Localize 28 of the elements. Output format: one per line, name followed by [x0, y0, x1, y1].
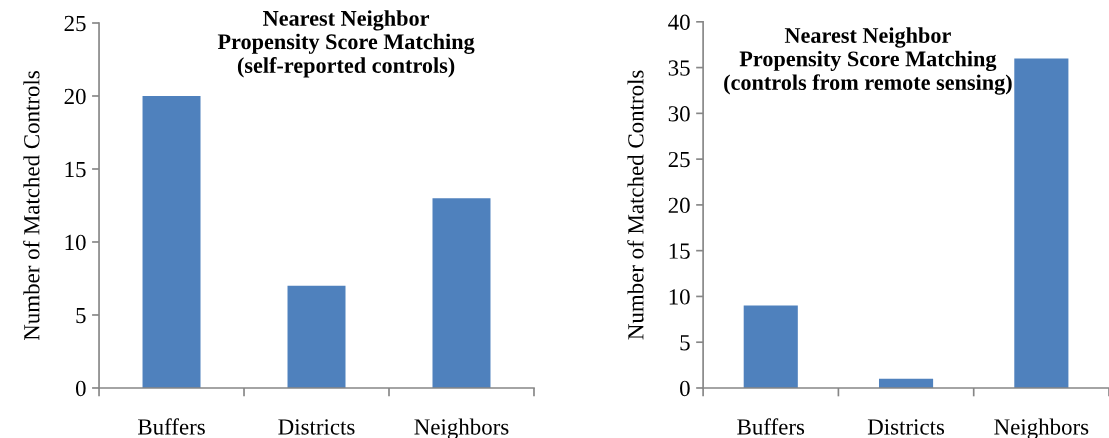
bar [1014, 58, 1069, 388]
text: Nearest Neighbor Propensity Score Matching (controls from remote sensing) [724, 27, 1012, 95]
y-tick-label: 20 [668, 197, 690, 214]
y-tick-label: 5 [680, 335, 690, 351]
y-tick-label: 5 [76, 307, 86, 324]
x-tick-label: Buffers [737, 418, 805, 435]
y-tick-label: 0 [680, 380, 690, 397]
y-tick-label: 40 [668, 14, 690, 30]
chart-title: Nearest Neighbor Propensity Score Matching (self-reported controls) [217, 10, 475, 78]
y-tick-label: 25 [64, 15, 86, 32]
bar [287, 285, 346, 388]
y-tick-label: 15 [669, 243, 690, 259]
y-tick-label: 35 [668, 60, 690, 76]
bar [142, 95, 201, 388]
y-axis-title: Number of Matched Controls [627, 70, 644, 340]
y-tick-label: 15 [65, 161, 86, 178]
bar [432, 198, 491, 388]
y-tick-label: 25 [668, 151, 690, 168]
x-tick-label: Districts [867, 419, 945, 435]
y-axis-title: Number of Matched Controls [23, 71, 40, 341]
y-tick-label: 10 [65, 234, 86, 251]
y-tick-label: 30 [668, 106, 690, 122]
y-tick-label: 20 [64, 88, 86, 105]
y-tick-label: 10 [669, 289, 690, 305]
x-tick-label: Buffers [138, 418, 205, 435]
y-tick-label: 0 [75, 380, 86, 397]
bar [743, 305, 798, 388]
x-tick-label: Districts [278, 419, 355, 435]
